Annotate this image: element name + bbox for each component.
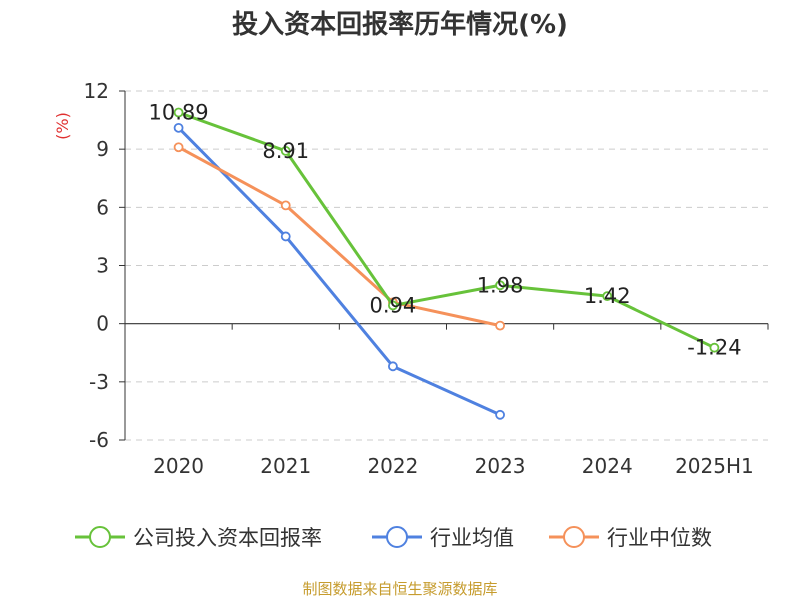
data-point	[173, 122, 184, 133]
legend-marker	[386, 526, 408, 548]
y-tick-label: 0	[96, 312, 109, 336]
legend-marker	[89, 526, 111, 548]
source-note: 制图数据来自恒生聚源数据库	[302, 580, 498, 598]
data-point	[173, 107, 184, 118]
data-labels: 10.89 8.91 0.94 1.98 1.42 -1.24	[149, 101, 742, 360]
x-tick-label: 2025H1	[675, 454, 754, 478]
y-tick-label: 9	[96, 137, 109, 161]
data-point	[388, 361, 398, 372]
legend-label: 行业均值	[430, 526, 514, 550]
data-point	[280, 231, 291, 242]
data-point	[280, 200, 291, 211]
legend-label: 行业中位数	[607, 526, 712, 550]
y-tick-label: -6	[89, 428, 109, 452]
y-axis-unit: (%)	[53, 112, 72, 140]
y-tick-label: 3	[96, 254, 109, 278]
y-axis: -6 -3 0 3 6 9 12	[84, 79, 126, 452]
data-point	[602, 291, 613, 302]
y-tick-label: 6	[96, 195, 109, 219]
data-label: 1.42	[584, 284, 631, 308]
legend-item[interactable]: 公司投入资本回报率	[75, 526, 322, 550]
series-line	[178, 111, 716, 350]
x-tick-label: 2021	[260, 454, 311, 478]
data-label: 8.91	[262, 139, 309, 163]
data-point	[495, 280, 505, 291]
y-tick-label: 12	[84, 79, 109, 103]
data-label: 1.98	[477, 273, 524, 297]
x-axis: 2020 2021 2022 2023 2024 2025H1	[124, 323, 769, 478]
y-tick-label: -3	[89, 370, 109, 394]
x-tick-label: 2022	[367, 454, 418, 478]
x-tick-label: 2024	[582, 454, 633, 478]
chart-title: 投入资本回报率历年情况(%)	[232, 10, 568, 40]
x-tick-label: 2023	[475, 454, 526, 478]
data-point	[495, 409, 505, 420]
series-line	[177, 126, 501, 417]
data-point	[709, 342, 720, 353]
data-point	[173, 142, 184, 153]
legend-label: 公司投入资本回报率	[133, 526, 322, 550]
data-point	[388, 300, 398, 311]
data-label: -1.24	[687, 336, 741, 360]
legend-marker	[563, 526, 585, 548]
data-label: 0.94	[370, 293, 417, 317]
legend[interactable]: 公司投入资本回报率 行业均值 行业中位数	[75, 526, 712, 550]
grid-lines	[125, 90, 768, 441]
series-lines	[173, 107, 720, 420]
data-point	[280, 146, 291, 156]
legend-item[interactable]: 行业均值	[372, 526, 514, 550]
x-tick-label: 2020	[153, 454, 204, 478]
data-point	[495, 320, 505, 331]
series-line	[177, 145, 501, 328]
data-label: 10.89	[149, 101, 209, 125]
legend-item[interactable]: 行业中位数	[549, 526, 712, 550]
